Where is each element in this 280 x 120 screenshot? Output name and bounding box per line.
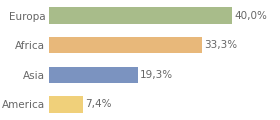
Bar (49, 96, 83, 113)
Bar (49, 7, 232, 24)
Text: 40,0%: 40,0% (234, 11, 267, 21)
Text: 19,3%: 19,3% (140, 70, 173, 80)
Text: 7,4%: 7,4% (85, 99, 112, 109)
Text: 33,3%: 33,3% (204, 40, 237, 50)
Bar (49, 37, 202, 53)
Bar (49, 67, 137, 83)
